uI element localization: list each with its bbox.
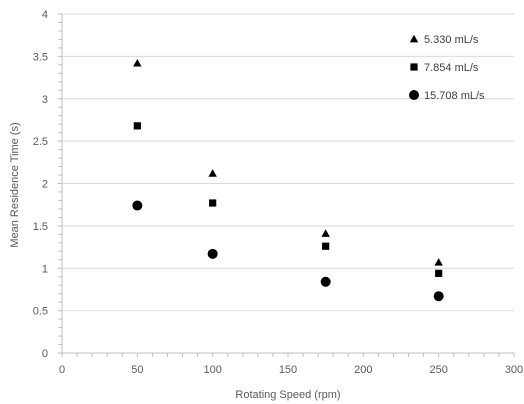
y-axis-title: Mean Residence Time (s) — [9, 122, 21, 247]
y-tick-label: 1 — [42, 263, 48, 275]
x-tick-label: 100 — [203, 364, 221, 376]
data-point-circle — [207, 248, 218, 259]
axis-layer: 0 0.5 1 1.5 2 2.5 3 3.5 4 0 50 100 150 200 250 300 — [33, 9, 523, 376]
data-point-triangle — [133, 58, 142, 67]
x-tick-label: 300 — [505, 364, 523, 376]
legend-marker-triangle — [409, 34, 419, 43]
data-point-triangle — [321, 229, 330, 237]
y-tick-label: 2.5 — [33, 136, 48, 148]
legend-label: 5.330 mL/s — [424, 34, 479, 46]
y-tick-label: 3.5 — [33, 51, 48, 63]
legend-marker-square — [410, 63, 418, 71]
y-tick-label: 0 — [42, 348, 48, 360]
data-point-square — [133, 122, 141, 130]
x-axis-title: Rotating Speed (rpm) — [235, 389, 340, 401]
legend: 5.330 mL/s 7.854 mL/s 15.708 mL/s — [409, 34, 485, 102]
data-point-triangle — [208, 169, 217, 177]
data-point-circle — [320, 276, 331, 287]
data-marks — [132, 58, 444, 302]
data-point-circle — [132, 200, 143, 211]
x-tick-label: 0 — [59, 364, 65, 376]
y-tick-label: 3 — [42, 94, 48, 106]
y-tick-label: 4 — [42, 9, 48, 21]
x-tick-label: 50 — [131, 364, 143, 376]
y-tick-label: 1.5 — [33, 221, 48, 233]
data-point-triangle — [434, 258, 443, 266]
legend-label: 15.708 mL/s — [424, 90, 485, 102]
y-tick-label: 0.5 — [33, 306, 48, 318]
data-point-circle — [433, 291, 444, 302]
data-point-square — [322, 242, 330, 250]
y-tick-label: 2 — [42, 179, 48, 191]
data-point-square — [435, 269, 443, 277]
data-point-square — [209, 199, 217, 207]
grid-layer — [62, 13, 514, 312]
x-tick-label: 250 — [429, 364, 447, 376]
x-tick-label: 150 — [279, 364, 297, 376]
legend-label: 7.854 mL/s — [424, 62, 479, 74]
x-tick-label: 200 — [354, 364, 372, 376]
legend-marker-circle — [409, 90, 419, 100]
